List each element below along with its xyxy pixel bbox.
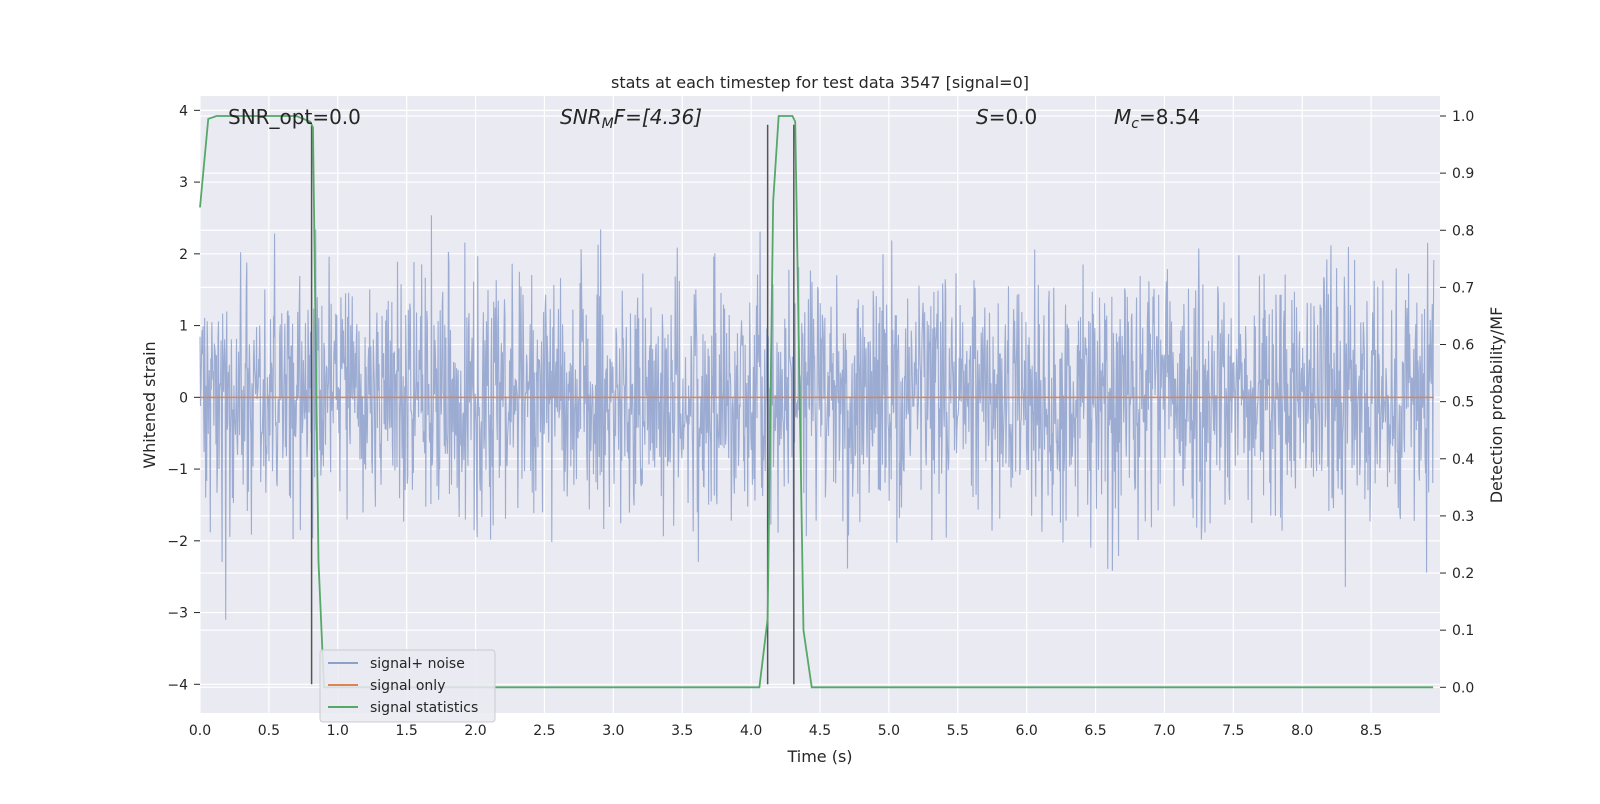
x-tick-label: 4.0 — [740, 723, 762, 739]
x-axis-label: Time (s) — [786, 747, 852, 766]
right-axis-label: Detection probability/MF — [1487, 307, 1506, 504]
x-tick-label: 2.5 — [533, 723, 555, 739]
right-tick-label: 0.9 — [1452, 166, 1474, 182]
x-tick-label: 8.5 — [1360, 723, 1382, 739]
x-tick-label: 6.5 — [1084, 723, 1106, 739]
x-tick-label: 3.0 — [602, 723, 624, 739]
left-axis-ticks: 4 3 2 1 0 −1 −2 −3 −4 — [167, 103, 200, 693]
x-tick-label: 7.5 — [1222, 723, 1244, 739]
annotation-snr-mf-rest: F=[4.36] — [614, 105, 702, 129]
x-tick-label: 3.5 — [671, 723, 693, 739]
left-tick-label: 3 — [179, 175, 188, 191]
statistics-line — [199, 115, 1434, 689]
legend-label-signal: signal only — [370, 678, 445, 694]
left-tick-label: −2 — [167, 534, 188, 550]
annotation-snr-opt: SNR_opt=0.0 — [228, 105, 361, 129]
annotation-mc-main: M — [1114, 105, 1131, 129]
left-tick-label: 2 — [179, 247, 188, 263]
x-tick-label: 1.0 — [327, 723, 349, 739]
statistics-series — [199, 115, 1434, 689]
x-tick-label: 4.5 — [809, 723, 831, 739]
legend: signal+ noise signal only signal statist… — [319, 649, 496, 723]
x-axis-ticks: 0.0 0.5 1.0 1.5 2.0 2.5 3.0 3.5 4.0 4.5 5.0 5.5 6.0 6… — [189, 723, 1382, 739]
left-tick-label: −3 — [167, 606, 188, 622]
legend-label-noise: signal+ noise — [370, 656, 465, 672]
annotation-mc-sub: c — [1131, 116, 1139, 132]
left-tick-label: −4 — [167, 677, 188, 693]
right-tick-label: 0.1 — [1452, 623, 1474, 639]
left-tick-label: 4 — [179, 103, 188, 119]
x-tick-label: 0.5 — [258, 723, 280, 739]
right-tick-label: 0.0 — [1452, 680, 1474, 696]
right-tick-label: 0.5 — [1452, 395, 1474, 411]
right-tick-label: 0.4 — [1452, 452, 1474, 468]
right-axis-ticks: 1.0 0.9 0.8 0.7 0.6 0.5 0.4 0.3 0.2 0.1 0.0 — [1440, 109, 1474, 696]
x-tick-label: 2.0 — [464, 723, 486, 739]
x-tick-label: 6.0 — [1016, 723, 1038, 739]
x-tick-label: 7.0 — [1153, 723, 1175, 739]
left-axis-label: Whitened strain — [140, 341, 159, 468]
annotation-snr-mf-main: SNR — [560, 105, 602, 129]
annotation-mc-rest: =8.54 — [1139, 105, 1200, 129]
annotation-snr-mf-sub: M — [602, 116, 614, 132]
right-tick-label: 0.6 — [1452, 338, 1474, 354]
left-tick-label: 1 — [179, 319, 188, 335]
x-tick-label: 5.0 — [878, 723, 900, 739]
noise-series — [199, 215, 1435, 620]
legend-box — [319, 649, 496, 723]
right-tick-label: 0.8 — [1452, 223, 1474, 239]
x-tick-label: 1.5 — [396, 723, 418, 739]
right-tick-label: 0.7 — [1452, 280, 1474, 296]
right-tick-label: 1.0 — [1452, 109, 1474, 125]
legend-label-statistics: signal statistics — [370, 700, 478, 716]
x-tick-label: 8.0 — [1291, 723, 1313, 739]
noise-line — [199, 215, 1435, 620]
x-tick-label: 5.5 — [947, 723, 969, 739]
right-tick-label: 0.3 — [1452, 509, 1474, 525]
annotation-s: S=0.0 — [976, 105, 1037, 129]
left-tick-label: −1 — [167, 462, 188, 478]
annotation-s-rest: =0.0 — [989, 105, 1038, 129]
left-tick-label: 0 — [179, 390, 188, 406]
annotation-s-main: S — [976, 105, 989, 129]
annotation-mc: Mc=8.54 — [1114, 105, 1200, 132]
annotation-snr-mf: SNRMF=[4.36] — [560, 105, 702, 132]
chart-title: stats at each timestep for test data 354… — [611, 73, 1029, 92]
right-tick-label: 0.2 — [1452, 566, 1474, 582]
x-tick-label: 0.0 — [189, 723, 211, 739]
